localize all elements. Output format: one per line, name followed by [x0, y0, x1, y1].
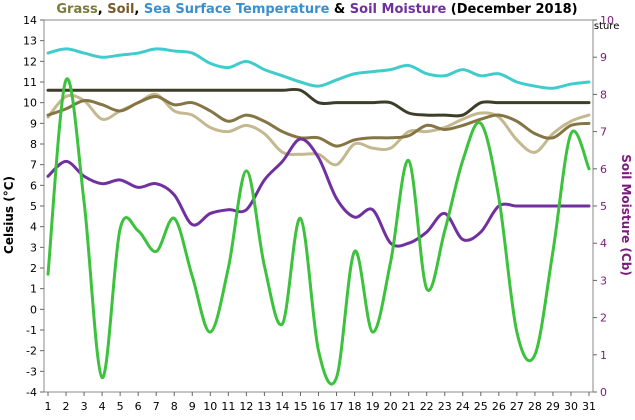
- y-right-tick-label: 6: [600, 163, 607, 176]
- y-left-tick-label: 5: [30, 200, 37, 213]
- y-right-tick-label: 10: [600, 14, 614, 27]
- title-part-0: Grass: [56, 2, 98, 17]
- x-tick-label: 5: [117, 400, 124, 413]
- series-line-grass-minimum: [46, 77, 591, 386]
- series-lines: [46, 47, 591, 386]
- x-tick-label: 31: [582, 400, 596, 413]
- y-left-tick-label: 3: [30, 241, 37, 254]
- x-tick-label: 8: [171, 400, 178, 413]
- x-tick-label: 3: [81, 400, 88, 413]
- y-left-tick-label: -3: [26, 365, 37, 378]
- x-tick-label: 17: [330, 400, 344, 413]
- title-part-5: &: [329, 2, 349, 17]
- x-tick-label: 28: [528, 400, 542, 413]
- x-tick-label: 16: [312, 400, 326, 413]
- y-left-tick-label: 1: [30, 283, 37, 296]
- x-tick-label: 27: [510, 400, 524, 413]
- x-tick-label: 13: [257, 400, 271, 413]
- y-left-tick-label: 6: [30, 179, 37, 192]
- title-part-1: ,: [98, 2, 107, 17]
- x-tick-label: 23: [438, 400, 452, 413]
- y-left-tick-label: 14: [23, 14, 37, 27]
- x-tick-label: 15: [293, 400, 307, 413]
- y-right-tick-label: 0: [600, 386, 607, 399]
- x-tick-label: 26: [492, 400, 506, 413]
- x-tick-label: 7: [153, 400, 160, 413]
- y-left-tick-label: 13: [23, 35, 37, 48]
- y-right-tick-label: 3: [600, 274, 607, 287]
- x-tick-label: 9: [189, 400, 196, 413]
- x-tick-label: 29: [546, 400, 560, 413]
- y-right-tick-label: 9: [600, 51, 607, 64]
- y-axis-right-label: Soil Moisture (Cb): [619, 154, 633, 276]
- y-left-tick-label: 9: [30, 117, 37, 130]
- x-tick-label: 4: [99, 400, 106, 413]
- title-part-4: Sea Surface Temperature: [144, 2, 330, 17]
- y-axis-left-label: Celsius (°C): [2, 176, 16, 254]
- title-part-6: Soil Moisture: [350, 2, 447, 17]
- x-tick-label: 11: [221, 400, 235, 413]
- y-left-tick-label: -1: [26, 324, 37, 337]
- y-left-tick-label: -2: [26, 345, 37, 358]
- right-axis-ticks: 0 1 2 3 4 5 6 7 8 9 10: [593, 14, 614, 399]
- y-right-tick-label: 1: [600, 349, 607, 362]
- x-tick-label: 12: [239, 400, 253, 413]
- x-tick-label: 18: [348, 400, 362, 413]
- x-axis-ticks: 1 2 3 4 5 6 7 8 9 10 11 12 13 14 15 16 17 18 19 20 21 22 23 24 2…: [45, 392, 596, 413]
- series-line-30-cm: [46, 94, 591, 148]
- x-tick-label: 6: [135, 400, 142, 413]
- y-right-tick-label: 8: [600, 88, 607, 101]
- x-tick-label: 21: [402, 400, 416, 413]
- x-tick-label: 2: [63, 400, 70, 413]
- y-left-tick-label: 12: [23, 55, 37, 68]
- y-left-tick-label: 7: [30, 159, 37, 172]
- title-part-3: ,: [134, 2, 143, 17]
- series-line-100-cm: [46, 87, 591, 118]
- chart-title: Grass, Soil, Sea Surface Temperature & S…: [56, 2, 577, 17]
- y-right-tick-label: 5: [600, 200, 607, 213]
- x-tick-label: 10: [203, 400, 217, 413]
- series-line-sst: [46, 47, 591, 90]
- x-tick-label: 24: [456, 400, 470, 413]
- y-left-tick-label: 8: [30, 138, 37, 151]
- x-tick-label: 19: [366, 400, 380, 413]
- y-right-tick-label: 2: [600, 312, 607, 325]
- y-left-tick-label: -4: [26, 386, 37, 399]
- y-left-tick-label: 11: [23, 76, 37, 89]
- y-left-tick-label: 10: [23, 97, 37, 110]
- y-right-tick-label: 7: [600, 126, 607, 139]
- y-left-tick-label: 0: [30, 303, 37, 316]
- x-tick-label: 20: [384, 400, 398, 413]
- x-tick-label: 30: [564, 400, 578, 413]
- title-part-7: (December 2018): [446, 2, 577, 17]
- x-tick-label: 25: [474, 400, 488, 413]
- y-left-tick-label: 4: [30, 221, 37, 234]
- x-tick-label: 14: [275, 400, 289, 413]
- x-tick-label: 22: [420, 400, 434, 413]
- title-part-2: Soil: [107, 2, 134, 17]
- x-tick-label: 1: [45, 400, 52, 413]
- y-right-tick-label: 4: [600, 237, 607, 250]
- y-left-tick-label: 2: [30, 262, 37, 275]
